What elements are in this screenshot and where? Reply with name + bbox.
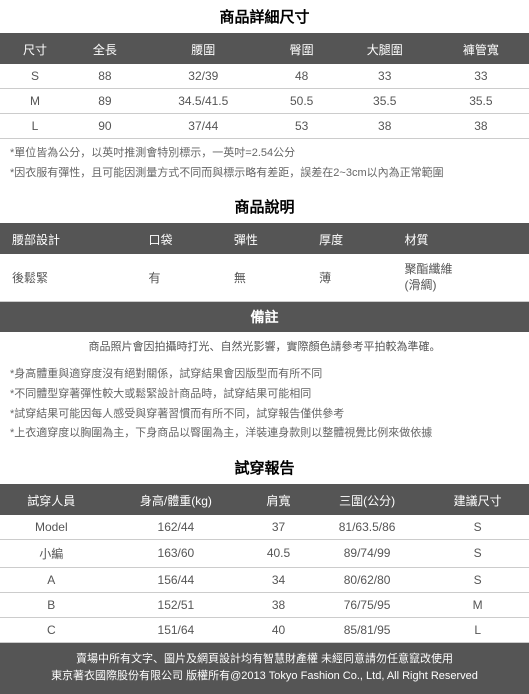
desc-section-title: 商品說明 — [0, 190, 529, 225]
size-th: 褲管寬 — [433, 35, 529, 64]
cell: 40 — [249, 617, 308, 642]
desc-th: 厚度 — [307, 225, 392, 254]
note-line: *試穿結果可能因每人感受與穿著習慣而有所不同，試穿報告僅供參考 — [10, 406, 519, 424]
size-th: 尺寸 — [0, 35, 70, 64]
cell: B — [0, 592, 103, 617]
note-line: *因衣服有彈性，且可能因測量方式不同而與標示略有差距，誤差在2~3cm以內為正常… — [10, 165, 519, 183]
size-table-header-row: 尺寸 全長 腰圍 臀圍 大腿圍 褲管寬 — [0, 35, 529, 64]
cell: 33 — [433, 64, 529, 89]
table-row: Model 162/44 37 81/63.5/86 S — [0, 515, 529, 540]
cell: S — [426, 515, 529, 540]
cell: M — [426, 592, 529, 617]
desc-th: 彈性 — [222, 225, 307, 254]
cell: 38 — [337, 114, 433, 139]
cell: 34 — [249, 567, 308, 592]
cell: 76/75/95 — [308, 592, 427, 617]
cell: 89 — [70, 89, 140, 114]
cell: C — [0, 617, 103, 642]
table-row: S 88 32/39 48 33 33 — [0, 64, 529, 89]
try-table: 試穿人員 身高/體重(kg) 肩寬 三圍(公分) 建議尺寸 Model 162/… — [0, 486, 529, 643]
cell: 88 — [70, 64, 140, 89]
cell: M — [0, 89, 70, 114]
cell: 162/44 — [103, 515, 250, 540]
cell: 35.5 — [337, 89, 433, 114]
try-th: 肩寬 — [249, 486, 308, 515]
try-th: 三圍(公分) — [308, 486, 427, 515]
note-line: *單位皆為公分，以英吋推測會特別標示，一英吋=2.54公分 — [10, 145, 519, 163]
cell: 152/51 — [103, 592, 250, 617]
table-row: C 151/64 40 85/81/95 L — [0, 617, 529, 642]
cell: S — [426, 567, 529, 592]
try-header-row: 試穿人員 身高/體重(kg) 肩寬 三圍(公分) 建議尺寸 — [0, 486, 529, 515]
table-row: L 90 37/44 53 38 38 — [0, 114, 529, 139]
size-notes: *單位皆為公分，以英吋推測會特別標示，一英吋=2.54公分 *因衣服有彈性，且可… — [0, 139, 529, 190]
cell: L — [0, 114, 70, 139]
footer: 賣場中所有文字、圖片及網頁設計均有智慧財產權 未經同意請勿任意竄改使用 東京著衣… — [0, 643, 529, 694]
cell: 53 — [267, 114, 337, 139]
cell: 有 — [137, 254, 222, 302]
note-line: *身高體重與適穿度沒有絕對關係，試穿結果會因版型而有所不同 — [10, 366, 519, 384]
desc-th: 腰部設計 — [0, 225, 137, 254]
try-section-title: 試穿報告 — [0, 451, 529, 486]
table-row: A 156/44 34 80/62/80 S — [0, 567, 529, 592]
table-row: 後鬆緊 有 無 薄 聚酯纖維 (滑綢) — [0, 254, 529, 302]
size-th: 全長 — [70, 35, 140, 64]
note-line: *上衣適穿度以胸圍為主，下身商品以臀圍為主，洋裝連身款則以整體視覺比例來做依據 — [10, 425, 519, 443]
cell: S — [0, 64, 70, 89]
size-table: 尺寸 全長 腰圍 臀圍 大腿圍 褲管寬 S 88 32/39 48 33 33 … — [0, 35, 529, 139]
cell: 38 — [249, 592, 308, 617]
cell: 薄 — [307, 254, 392, 302]
table-row: M 89 34.5/41.5 50.5 35.5 35.5 — [0, 89, 529, 114]
cell: 後鬆緊 — [0, 254, 137, 302]
cell: A — [0, 567, 103, 592]
size-th: 腰圍 — [140, 35, 267, 64]
footer-line1: 賣場中所有文字、圖片及網頁設計均有智慧財產權 未經同意請勿任意竄改使用 — [0, 651, 529, 669]
remark-title: 備註 — [0, 302, 529, 332]
try-th: 試穿人員 — [0, 486, 103, 515]
cell: 32/39 — [140, 64, 267, 89]
cell: 聚酯纖維 (滑綢) — [392, 254, 529, 302]
desc-th: 材質 — [392, 225, 529, 254]
desc-th: 口袋 — [137, 225, 222, 254]
size-section-title: 商品詳細尺寸 — [0, 0, 529, 35]
desc-table: 腰部設計 口袋 彈性 厚度 材質 後鬆緊 有 無 薄 聚酯纖維 (滑綢) — [0, 225, 529, 302]
remark-line: 商品照片會因拍攝時打光、自然光影響，實際顏色請參考平拍較為準確。 — [0, 332, 529, 360]
cell: 151/64 — [103, 617, 250, 642]
cell: 33 — [337, 64, 433, 89]
cell: 48 — [267, 64, 337, 89]
cell: Model — [0, 515, 103, 540]
cell: 無 — [222, 254, 307, 302]
table-row: B 152/51 38 76/75/95 M — [0, 592, 529, 617]
cell: 37/44 — [140, 114, 267, 139]
cell: 50.5 — [267, 89, 337, 114]
cell: 156/44 — [103, 567, 250, 592]
table-row: 小編 163/60 40.5 89/74/99 S — [0, 539, 529, 567]
cell: 90 — [70, 114, 140, 139]
cell: 35.5 — [433, 89, 529, 114]
cell: 81/63.5/86 — [308, 515, 427, 540]
note-line: *不同體型穿著彈性較大或鬆緊設計商品時，試穿結果可能相同 — [10, 386, 519, 404]
cell: 34.5/41.5 — [140, 89, 267, 114]
cell: 80/62/80 — [308, 567, 427, 592]
cell: 89/74/99 — [308, 539, 427, 567]
cell: 40.5 — [249, 539, 308, 567]
desc-header-row: 腰部設計 口袋 彈性 厚度 材質 — [0, 225, 529, 254]
cell: 小編 — [0, 539, 103, 567]
size-th: 臀圍 — [267, 35, 337, 64]
try-th: 建議尺寸 — [426, 486, 529, 515]
cell: L — [426, 617, 529, 642]
cell: S — [426, 539, 529, 567]
footer-line2: 東京著衣國際股份有限公司 版權所有@2013 Tokyo Fashion Co.… — [0, 668, 529, 686]
remark-notes: *身高體重與適穿度沒有絕對關係，試穿結果會因版型而有所不同 *不同體型穿著彈性較… — [0, 360, 529, 450]
try-th: 身高/體重(kg) — [103, 486, 250, 515]
cell: 163/60 — [103, 539, 250, 567]
cell: 38 — [433, 114, 529, 139]
cell: 37 — [249, 515, 308, 540]
size-th: 大腿圍 — [337, 35, 433, 64]
cell: 85/81/95 — [308, 617, 427, 642]
